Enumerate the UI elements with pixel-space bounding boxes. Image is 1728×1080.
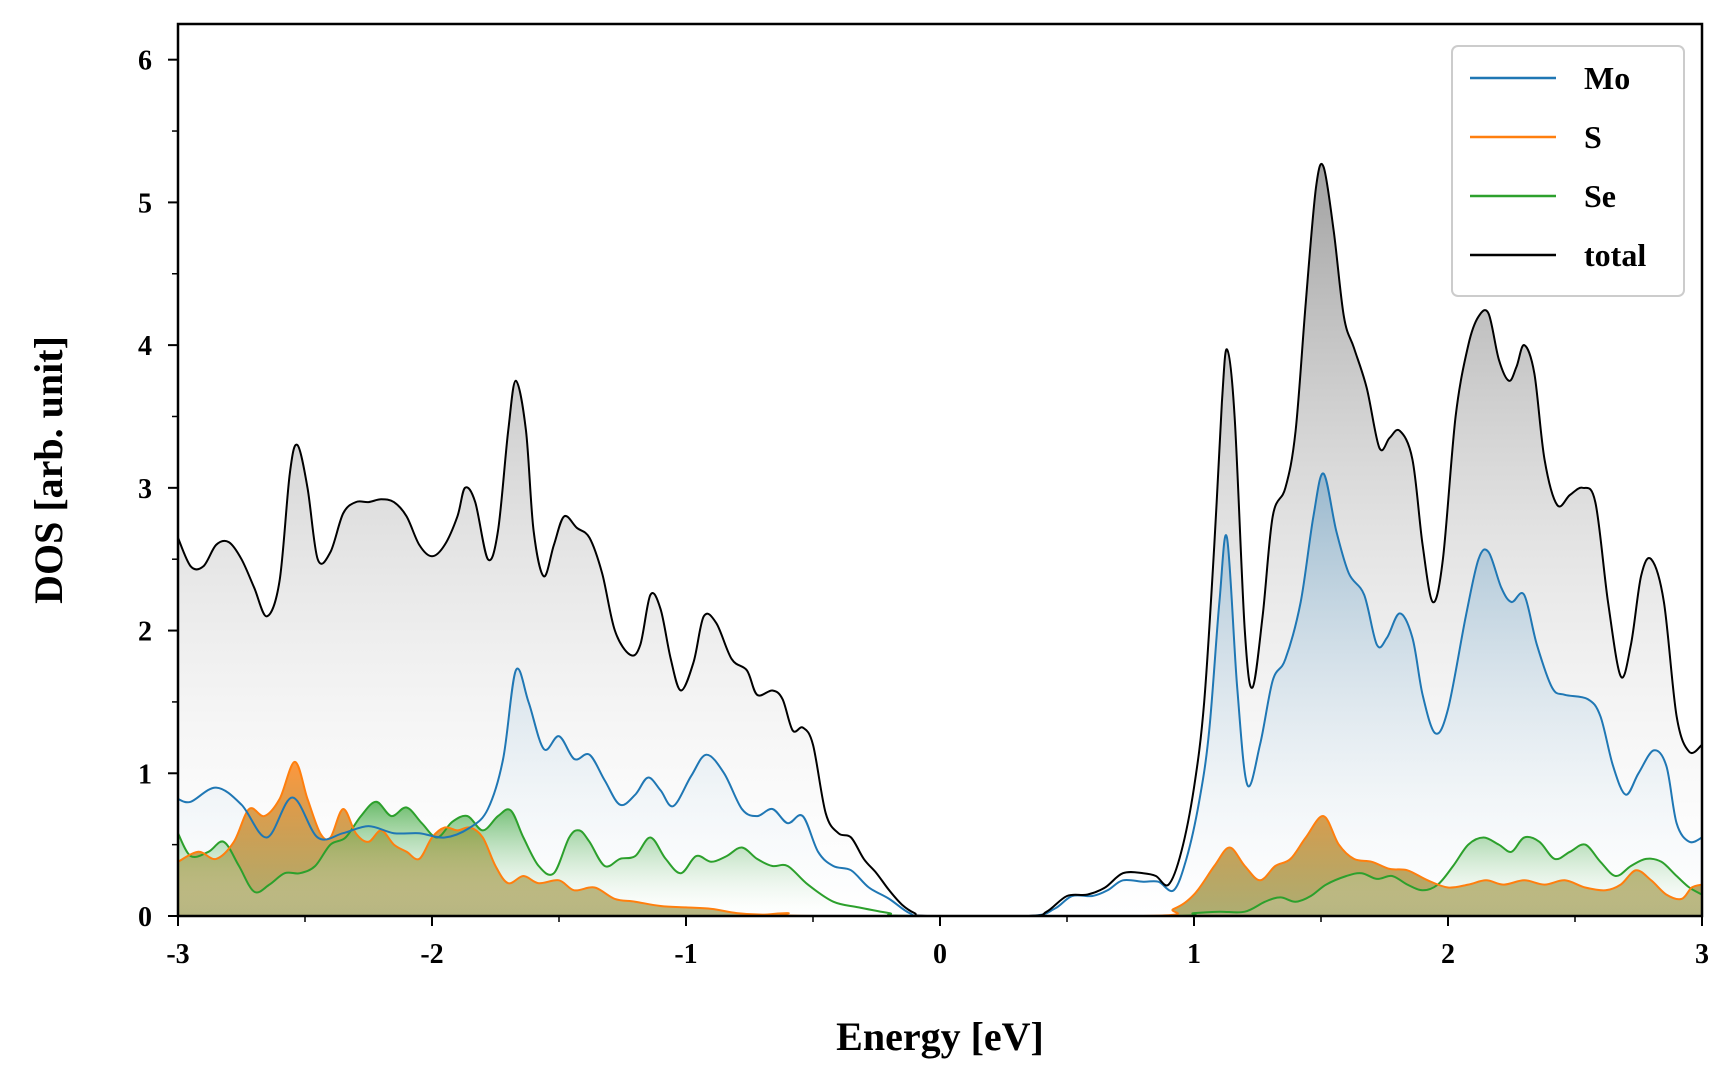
y-tick-label: 5 xyxy=(138,188,152,219)
line-mo xyxy=(178,472,1702,916)
y-axis-label: DOS [arb. unit] xyxy=(26,336,71,604)
legend-box xyxy=(1451,45,1685,297)
y-axis: 0 1 2 3 4 5 6 xyxy=(138,46,178,933)
y-tick-label: 4 xyxy=(138,331,152,362)
x-tick-label: -1 xyxy=(674,939,697,970)
x-tick-label: -2 xyxy=(420,939,443,970)
x-tick-label: 1 xyxy=(1187,939,1201,970)
x-tick-label: -3 xyxy=(166,939,189,970)
y-tick-label: 1 xyxy=(138,759,152,790)
x-tick-label: 2 xyxy=(1441,939,1455,970)
legend: Mo S Se total xyxy=(1451,45,1685,297)
fill-mo xyxy=(178,473,1702,916)
fill-s xyxy=(178,761,1702,916)
y-tick-label: 0 xyxy=(138,902,152,933)
legend-label-total: total xyxy=(1584,237,1646,273)
x-tick-label: 3 xyxy=(1695,939,1709,970)
y-tick-label: 2 xyxy=(138,617,152,648)
legend-label-se: Se xyxy=(1584,178,1616,214)
legend-label-mo: Mo xyxy=(1584,60,1630,96)
line-s xyxy=(178,760,1702,916)
y-tick-label: 3 xyxy=(138,474,152,505)
line-se xyxy=(178,800,1702,916)
x-tick-label: 0 xyxy=(933,939,947,970)
legend-label-s: S xyxy=(1584,119,1602,155)
fill-se xyxy=(178,801,1702,916)
x-axis-label: Energy [eV] xyxy=(836,1014,1044,1059)
area-fills xyxy=(178,163,1702,916)
x-axis: -3 -2 -1 0 1 2 3 xyxy=(166,916,1709,970)
y-tick-label: 6 xyxy=(138,46,152,77)
